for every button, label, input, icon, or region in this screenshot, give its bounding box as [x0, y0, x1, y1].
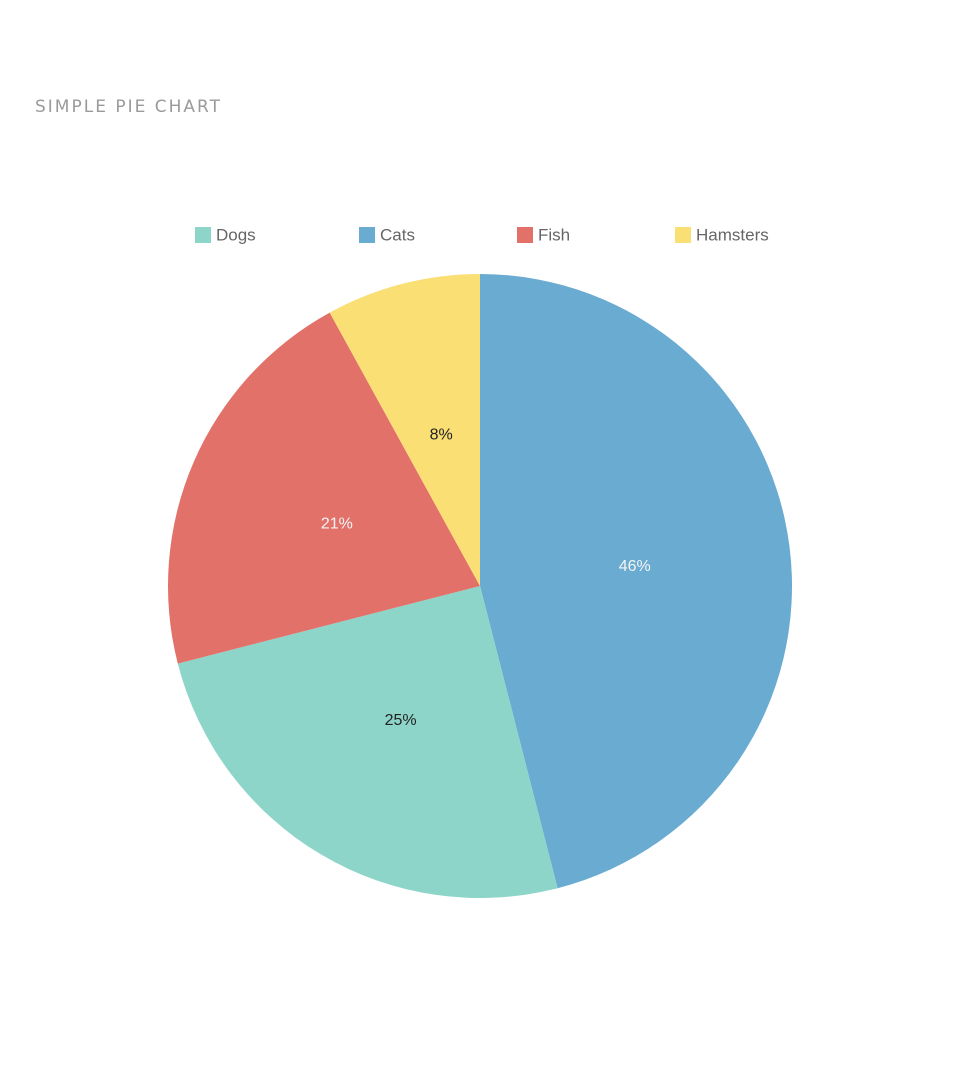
legend-swatch-fish [517, 227, 533, 243]
legend-swatch-cats [359, 227, 375, 243]
pie-slice-cats [480, 273, 793, 889]
legend-item-hamsters[interactable]: Hamsters [675, 226, 769, 245]
legend-swatch-hamsters [675, 227, 691, 243]
slice-label-hamsters: 8% [430, 426, 453, 443]
legend-label-dogs: Dogs [216, 226, 256, 245]
legend-item-cats[interactable]: Cats [359, 226, 415, 245]
slice-label-dogs: 25% [385, 712, 417, 729]
pie-slice-dogs [177, 586, 558, 899]
pie-slice-hamsters [329, 274, 480, 586]
pie-slice-labels: 46% 25% 21% 8% [321, 426, 651, 728]
legend-label-fish: Fish [538, 226, 570, 245]
legend-label-cats: Cats [380, 226, 415, 245]
pie-slices [167, 273, 793, 899]
pie-slice-fish [167, 312, 481, 664]
legend-item-fish[interactable]: Fish [517, 226, 570, 245]
slice-label-fish: 21% [321, 516, 353, 533]
chart-title: SIMPLE PIE CHART [35, 97, 222, 117]
slice-label-cats: 46% [619, 558, 651, 575]
chart-legend: Dogs Cats Fish Hamsters [195, 226, 769, 245]
legend-item-dogs[interactable]: Dogs [195, 226, 256, 245]
legend-label-hamsters: Hamsters [696, 226, 769, 245]
legend-swatch-dogs [195, 227, 211, 243]
